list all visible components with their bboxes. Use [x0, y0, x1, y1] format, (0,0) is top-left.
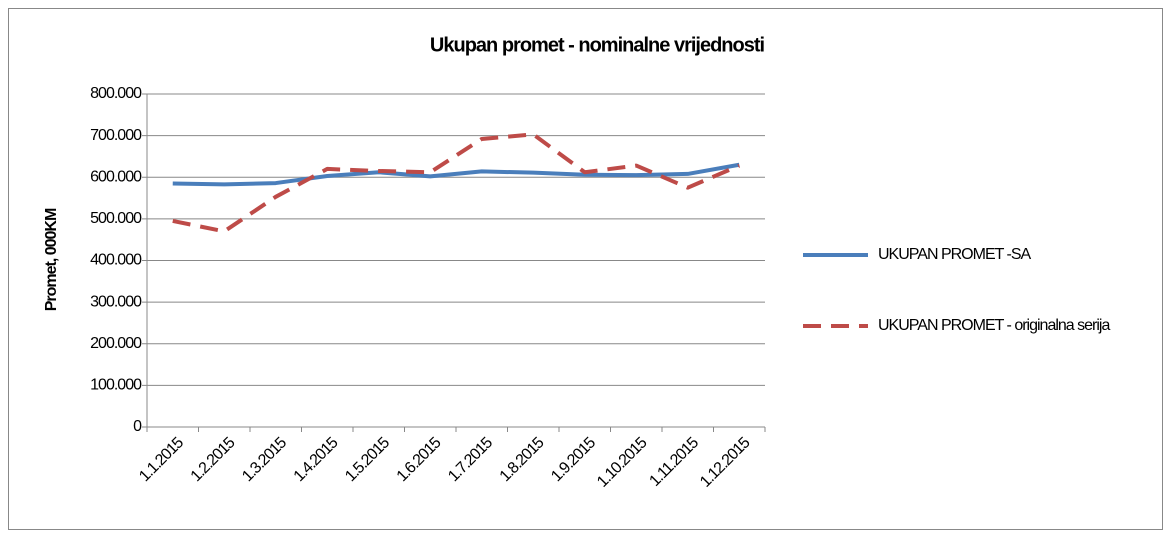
- y-axis-title: Promet, 000KM: [43, 208, 60, 311]
- y-tick-label: 800.000: [90, 85, 142, 102]
- legend-label: UKUPAN PROMET - originalna serija: [878, 317, 1110, 334]
- y-tick-label: 100.000: [90, 377, 142, 394]
- legend-label: UKUPAN PROMET -SA: [878, 246, 1031, 263]
- y-tick-label: 300.000: [90, 293, 142, 310]
- chart-frame: [8, 8, 1163, 530]
- y-tick-label: 500.000: [90, 210, 142, 227]
- y-tick-label: 0: [133, 418, 142, 435]
- y-tick-label: 200.000: [90, 335, 142, 352]
- line-series: [172, 132, 741, 234]
- y-tick-label: 700.000: [90, 127, 142, 144]
- y-tick-label: 400.000: [90, 252, 142, 269]
- line-series: [172, 162, 740, 187]
- y-tick-label: 600.000: [90, 168, 142, 185]
- chart-title: Ukupan promet - nominalne vrijednosti: [430, 34, 765, 56]
